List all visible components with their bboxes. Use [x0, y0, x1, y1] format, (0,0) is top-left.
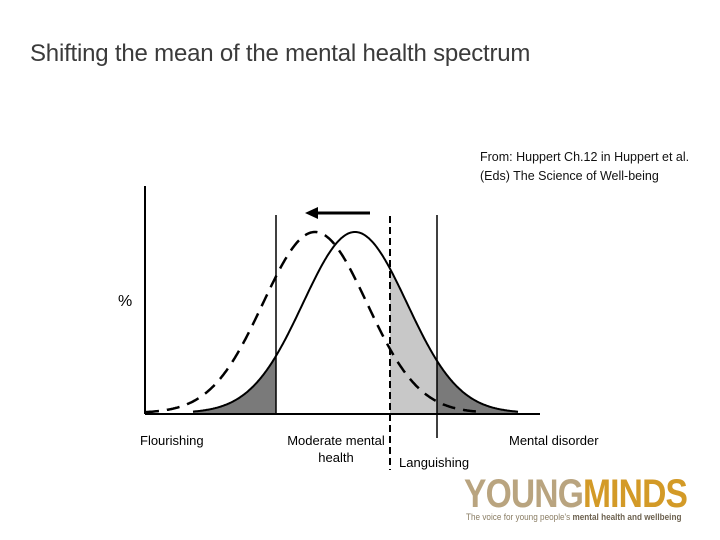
- y-axis-label: %: [118, 293, 132, 310]
- source-citation: From: Huppert Ch.12 in Huppert et al. (E…: [480, 148, 689, 186]
- label-languishing: Languishing: [399, 455, 469, 470]
- label-flourishing: Flourishing: [140, 433, 204, 448]
- flourishing-tail-shade: [193, 355, 276, 413]
- logo-word-minds: MINDS: [583, 472, 688, 516]
- label-mental-disorder: Mental disorder: [509, 433, 599, 448]
- label-moderate-line2: health: [318, 450, 353, 465]
- original-distribution-curve: [192, 231, 519, 413]
- source-line-2: (Eds) The Science of Well-being: [480, 169, 659, 183]
- youngminds-logo: YOUNGMINDS The voice for young people's …: [464, 474, 694, 526]
- languishing-shade: [390, 268, 437, 413]
- shifted-distribution-curve: [145, 230, 481, 414]
- slide-title: Shifting the mean of the mental health s…: [30, 40, 531, 67]
- mental-disorder-tail-shade: [437, 360, 518, 413]
- logo-tagline: The voice for young people's mental heal…: [466, 512, 682, 523]
- source-line-1: From: Huppert Ch.12 in Huppert et al.: [480, 150, 690, 164]
- label-moderate-line1: Moderate mental: [287, 433, 385, 448]
- logo-word-young: YOUNG: [464, 472, 584, 516]
- shift-arrow-head: [305, 207, 318, 219]
